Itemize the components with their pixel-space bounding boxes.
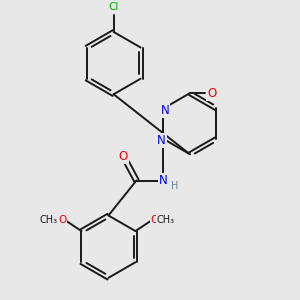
Text: H: H: [171, 181, 178, 191]
Text: Cl: Cl: [108, 2, 119, 12]
Text: N: N: [159, 174, 168, 187]
Text: CH₃: CH₃: [157, 214, 175, 225]
Text: O: O: [118, 150, 128, 163]
Text: CH₃: CH₃: [40, 214, 58, 225]
Text: N: N: [157, 134, 166, 147]
Text: O: O: [151, 214, 159, 225]
Text: N: N: [161, 104, 170, 117]
Text: O: O: [58, 214, 66, 225]
Text: O: O: [207, 87, 216, 100]
